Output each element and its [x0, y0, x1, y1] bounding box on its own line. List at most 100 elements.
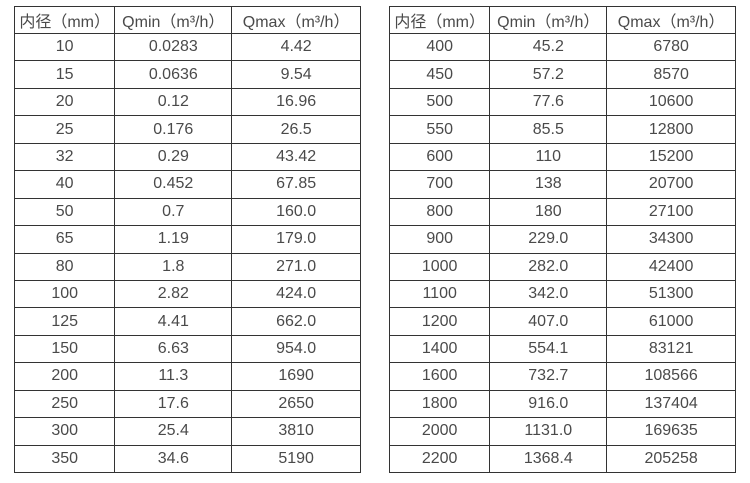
table-cell: 0.29 [114, 142, 233, 172]
table-cell: 1.8 [114, 252, 233, 281]
table-cell: 110 [489, 142, 608, 172]
table-cell: 27100 [606, 197, 736, 227]
table-cell: 2650 [231, 389, 361, 419]
table-cell: 350 [13, 444, 116, 474]
table-row: 600 110 15200 [388, 142, 736, 172]
table-cell: 25 [13, 115, 116, 144]
table-row: 1200 407.0 61000 [388, 307, 736, 336]
table-cell: 2200 [388, 444, 491, 474]
header-qmax: Qmax（m³/h） [231, 6, 361, 34]
table-cell: 67.85 [231, 170, 361, 199]
table-cell: 108566 [606, 362, 736, 391]
table-cell: 85.5 [489, 115, 608, 144]
table-cell: 150 [13, 334, 116, 364]
table-cell: 732.7 [489, 362, 608, 391]
table-cell: 205258 [606, 444, 736, 474]
table-row: 25 0.176 26.5 [13, 115, 361, 144]
table-row: 200 11.3 1690 [13, 362, 361, 391]
header-qmin: Qmin（m³/h） [489, 6, 608, 34]
table-cell: 160.0 [231, 197, 361, 227]
table-cell: 8570 [606, 60, 736, 89]
table-cell: 51300 [606, 279, 736, 309]
table-cell: 554.1 [489, 334, 608, 364]
table-row: 250 17.6 2650 [13, 389, 361, 419]
table-body: 400 45.2 6780 450 57.2 8570 500 77.6 10600 550 85.… [388, 32, 736, 474]
table-cell: 1800 [388, 389, 491, 419]
table-row: 400 45.2 6780 [388, 32, 736, 62]
table-row: 900 229.0 34300 [388, 225, 736, 254]
table-cell: 1400 [388, 334, 491, 364]
table-cell: 40 [13, 170, 116, 199]
table-cell: 0.7 [114, 197, 233, 227]
flow-table-left: 内径（mm） Qmin（m³/h） Qmax（m³/h） 10 0.0283 4.4… [13, 6, 361, 474]
table-row: 2000 1131.0 169635 [388, 417, 736, 446]
table-cell: 662.0 [231, 307, 361, 336]
table-cell: 11.3 [114, 362, 233, 391]
table-row: 1600 732.7 108566 [388, 362, 736, 391]
table-row: 1100 342.0 51300 [388, 279, 736, 309]
table-cell: 0.452 [114, 170, 233, 199]
table-header: 内径（mm） Qmin（m³/h） Qmax（m³/h） [13, 6, 361, 34]
table-cell: 1368.4 [489, 444, 608, 474]
table-cell: 3810 [231, 417, 361, 446]
table-cell: 6780 [606, 32, 736, 62]
table-cell: 200 [13, 362, 116, 391]
table-cell: 16.96 [231, 87, 361, 117]
table-cell: 138 [489, 170, 608, 199]
table-cell: 400 [388, 32, 491, 62]
header-inner-diameter: 内径（mm） [13, 6, 116, 34]
table-cell: 600 [388, 142, 491, 172]
table-cell: 900 [388, 225, 491, 254]
table-cell: 407.0 [489, 307, 608, 336]
table-row: 800 180 27100 [388, 197, 736, 227]
table-cell: 83121 [606, 334, 736, 364]
table-cell: 300 [13, 417, 116, 446]
table-row: 700 138 20700 [388, 170, 736, 199]
header-inner-diameter: 内径（mm） [388, 6, 491, 34]
table-cell: 1000 [388, 252, 491, 281]
table-cell: 179.0 [231, 225, 361, 254]
table-cell: 282.0 [489, 252, 608, 281]
table-cell: 229.0 [489, 225, 608, 254]
table-cell: 100 [13, 279, 116, 309]
table-cell: 500 [388, 87, 491, 117]
table-row: 450 57.2 8570 [388, 60, 736, 89]
table-cell: 1.19 [114, 225, 233, 254]
table-row: 50 0.7 160.0 [13, 197, 361, 227]
table-cell: 42400 [606, 252, 736, 281]
header-qmin: Qmin（m³/h） [114, 6, 233, 34]
table-cell: 50 [13, 197, 116, 227]
table-row: 1800 916.0 137404 [388, 389, 736, 419]
table-cell: 450 [388, 60, 491, 89]
table-row: 300 25.4 3810 [13, 417, 361, 446]
table-cell: 271.0 [231, 252, 361, 281]
table-cell: 137404 [606, 389, 736, 419]
table-cell: 80 [13, 252, 116, 281]
table-cell: 550 [388, 115, 491, 144]
table-cell: 1600 [388, 362, 491, 391]
table-cell: 32 [13, 142, 116, 172]
table-row: 80 1.8 271.0 [13, 252, 361, 281]
table-header: 内径（mm） Qmin（m³/h） Qmax（m³/h） [388, 6, 736, 34]
table-cell: 6.63 [114, 334, 233, 364]
table-cell: 61000 [606, 307, 736, 336]
table-cell: 1690 [231, 362, 361, 391]
flow-table-right: 内径（mm） Qmin（m³/h） Qmax（m³/h） 400 45.2 6780… [388, 6, 736, 474]
table-cell: 57.2 [489, 60, 608, 89]
table-cell: 0.0283 [114, 32, 233, 62]
table-cell: 20 [13, 87, 116, 117]
table-row: 500 77.6 10600 [388, 87, 736, 117]
table-cell: 12800 [606, 115, 736, 144]
table-cell: 4.42 [231, 32, 361, 62]
table-cell: 15 [13, 60, 116, 89]
table-cell: 65 [13, 225, 116, 254]
table-row: 125 4.41 662.0 [13, 307, 361, 336]
table-cell: 43.42 [231, 142, 361, 172]
table-cell: 5190 [231, 444, 361, 474]
table-cell: 10 [13, 32, 116, 62]
table-cell: 0.0636 [114, 60, 233, 89]
table-cell: 9.54 [231, 60, 361, 89]
table-row: 32 0.29 43.42 [13, 142, 361, 172]
table-row: 40 0.452 67.85 [13, 170, 361, 199]
